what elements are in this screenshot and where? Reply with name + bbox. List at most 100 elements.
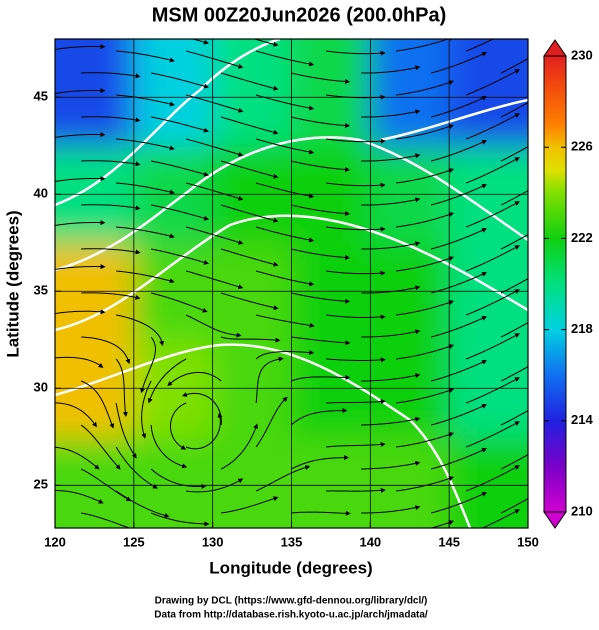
chart-title: MSM 00Z20Jun2026 (200.0hPa)	[152, 4, 447, 26]
streamline	[115, 402, 137, 459]
axes: 120 125 130 135 140 145 150 25 30 35 40 45	[34, 89, 539, 550]
colorbar-tick-label: 214	[571, 412, 593, 427]
streamline	[326, 226, 386, 232]
streamline	[81, 336, 131, 365]
streamline	[140, 336, 156, 394]
streamline	[500, 366, 528, 382]
contour-line	[379, 98, 528, 142]
streamlines	[55, 1, 599, 528]
streamline	[55, 490, 104, 504]
streamline	[500, 58, 528, 74]
streamline	[80, 468, 132, 502]
streamline	[326, 182, 386, 188]
streamline	[431, 404, 488, 426]
streamline	[500, 498, 528, 514]
colorbar-tick-label: 230	[571, 47, 593, 62]
streamline	[396, 476, 455, 492]
streamline	[220, 160, 279, 179]
streamline	[326, 441, 386, 448]
streamline	[291, 292, 351, 304]
streamline	[150, 512, 210, 527]
field-cell	[212, 242, 293, 341]
streamline	[186, 478, 244, 493]
streamline	[116, 226, 175, 239]
streamline	[221, 496, 279, 514]
streamline	[465, 465, 520, 492]
field-cell	[370, 242, 451, 341]
streamline	[431, 140, 488, 162]
streamline	[326, 50, 386, 56]
streamline	[465, 421, 520, 448]
streamline	[115, 490, 170, 518]
streamline	[431, 184, 488, 206]
streamline	[396, 344, 455, 360]
streamline	[431, 360, 488, 382]
streamline	[431, 228, 488, 250]
streamline	[431, 316, 488, 338]
streamline	[291, 116, 351, 128]
field-cell	[55, 242, 135, 341]
streamline	[500, 190, 528, 206]
streamline	[571, 352, 599, 381]
streamline	[326, 357, 386, 363]
colorbar-over	[543, 39, 567, 57]
streamline	[326, 138, 386, 144]
streamline	[186, 226, 244, 245]
streamline	[396, 388, 455, 404]
streamline	[81, 160, 141, 167]
streamline	[151, 116, 210, 133]
streamline	[151, 160, 210, 177]
streamline	[115, 446, 158, 489]
streamline	[220, 336, 281, 343]
streamline	[115, 358, 128, 417]
streamline	[501, 1, 551, 29]
streamline	[81, 292, 141, 300]
streamline	[255, 465, 311, 492]
streamline	[326, 270, 386, 276]
streamline	[191, 39, 210, 45]
streamline	[80, 424, 121, 470]
streamline	[291, 510, 351, 516]
streamline	[396, 124, 455, 140]
streamline	[81, 248, 141, 255]
streamline	[481, 509, 520, 528]
streamline	[186, 182, 244, 201]
streamline	[500, 234, 528, 250]
streamline	[465, 113, 520, 140]
footer-line: Drawing by DCL (https://www.gfd-dennou.o…	[155, 596, 428, 607]
streamline	[326, 314, 386, 320]
streamline	[81, 72, 141, 79]
streamline	[167, 371, 222, 387]
streamline	[220, 292, 279, 311]
streamline	[396, 80, 455, 96]
streamline	[291, 72, 351, 84]
streamline	[571, 176, 599, 205]
streamline	[571, 440, 599, 469]
streamline	[116, 270, 175, 284]
y-tick-label: 30	[34, 380, 48, 395]
streamline	[326, 399, 386, 405]
field-cell	[133, 145, 214, 244]
streamline	[255, 138, 315, 155]
streamline	[150, 424, 188, 469]
streamline	[290, 455, 350, 470]
streamline	[431, 272, 488, 294]
streamline	[255, 396, 288, 448]
y-tick-label: 45	[34, 89, 48, 104]
x-tick-label: 120	[44, 534, 66, 549]
y-axis-label: Latitude (degrees)	[3, 210, 22, 357]
streamline	[220, 248, 279, 267]
streamline	[116, 50, 175, 63]
streamline	[396, 300, 455, 316]
streamline	[116, 182, 175, 195]
streamline	[465, 245, 520, 272]
streamline	[169, 402, 187, 450]
streamline	[571, 88, 599, 117]
x-axis-label: Longitude (degrees)	[209, 558, 372, 577]
colorbar-tick-label: 218	[571, 321, 593, 336]
x-tick-label: 135	[281, 534, 303, 549]
streamline	[116, 138, 175, 151]
streamline	[151, 204, 210, 221]
streamline	[291, 248, 351, 260]
